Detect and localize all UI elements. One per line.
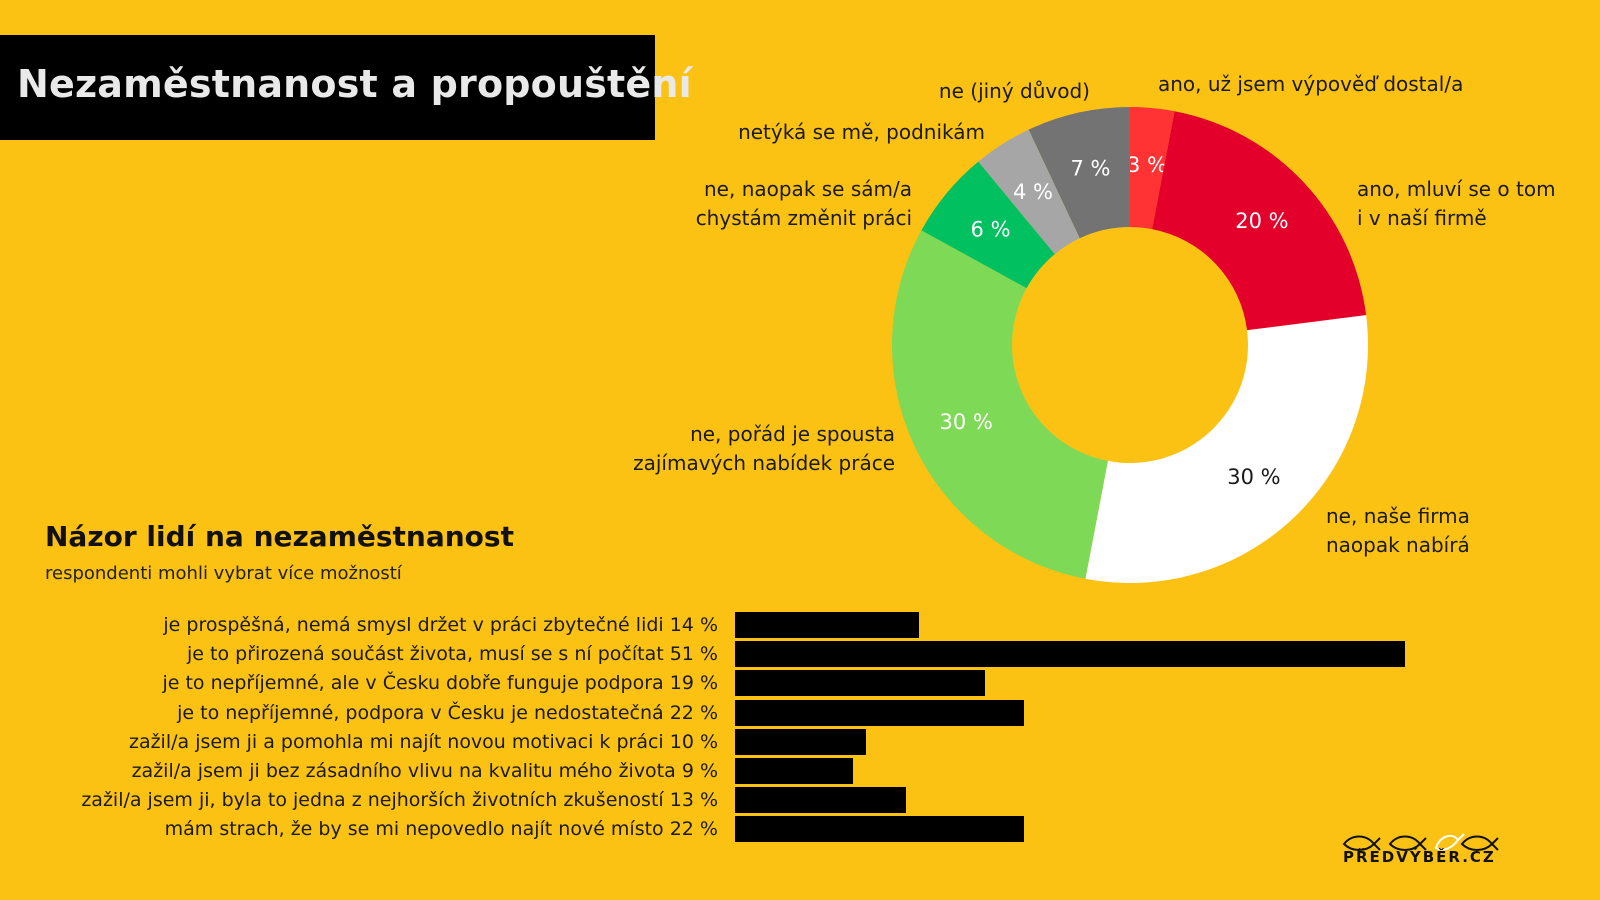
donut-value-label: 30 % bbox=[1227, 465, 1280, 489]
bar-row: je to nepříjemné, ale v Česku dobře fung… bbox=[0, 670, 1600, 697]
donut-value-label: 4 % bbox=[1013, 180, 1053, 204]
donut-value-label: 3 % bbox=[1127, 153, 1167, 177]
donut-category-label-line: zajímavých nabídek práce bbox=[633, 451, 895, 475]
bar-category-label: je prospěšná, nemá smysl držet v práci z… bbox=[163, 614, 718, 636]
bar-row: zažil/a jsem ji, byla to jedna z nejhorš… bbox=[0, 787, 1600, 814]
donut-category-label-line: ne, pořád je spousta bbox=[690, 422, 895, 446]
donut-category-label-line: ano, už jsem výpověď dostal/a bbox=[1158, 72, 1464, 96]
bar-row: je to přirozená součást života, musí se … bbox=[0, 641, 1600, 668]
donut-slice bbox=[1152, 111, 1367, 331]
bar-row: je prospěšná, nemá smysl držet v práci z… bbox=[0, 612, 1600, 638]
donut-category-label-line: ne, naopak se sám/a bbox=[704, 177, 912, 201]
bar bbox=[735, 670, 985, 697]
donut-category-label-line: netýká se mě, podnikám bbox=[738, 120, 985, 144]
title-banner bbox=[0, 35, 655, 140]
donut-value-label: 20 % bbox=[1235, 209, 1288, 233]
bar bbox=[735, 816, 1025, 843]
bar-category-label: mám strach, že by se mi nepovedlo najít … bbox=[164, 818, 718, 841]
bar-row: zažil/a jsem ji a pomohla mi najít novou… bbox=[0, 728, 1600, 755]
bar-category-label: zažil/a jsem ji bez zásadního vlivu na k… bbox=[131, 760, 718, 782]
donut-slice bbox=[1085, 315, 1368, 584]
donut-category-label: ne, naopak se sám/a chystám změnit práci bbox=[696, 175, 912, 233]
bar-row: zažil/a jsem ji bez zásadního vlivu na k… bbox=[0, 758, 1600, 784]
donut-category-label: netýká se mě, podnikám bbox=[738, 118, 985, 147]
donut-category-label: ano, mluví se o tom i v naší firmě bbox=[1357, 175, 1556, 233]
donut-slice bbox=[892, 230, 1108, 579]
bar-row: je to nepříjemné, podpora v Česku je ned… bbox=[0, 699, 1600, 726]
bar bbox=[735, 728, 867, 755]
donut-category-label: ne, pořád je spousta zajímavých nabídek p… bbox=[633, 420, 895, 478]
donut-category-label-line: ne, naše firma bbox=[1326, 504, 1470, 528]
donut-slice bbox=[921, 161, 1055, 289]
bar-row: mám strach, že by se mi nepovedlo najít … bbox=[0, 816, 1600, 843]
donut-category-label-line: naopak nabírá bbox=[1326, 533, 1470, 557]
donut-slice bbox=[978, 129, 1080, 255]
donut-category-label-line: chystám změnit práci bbox=[695, 206, 912, 230]
donut-slice bbox=[1130, 107, 1175, 230]
donut-slice bbox=[1028, 107, 1130, 239]
fish-logo-icon bbox=[1342, 833, 1499, 851]
bar-chart-title: Názor lidí na nezaměstnanost bbox=[45, 520, 514, 553]
donut-category-label-line: i v naší firmě bbox=[1357, 206, 1487, 230]
donut-value-label: 30 % bbox=[940, 410, 993, 434]
bar bbox=[735, 758, 854, 784]
bar bbox=[735, 787, 906, 814]
donut-value-label: 7 % bbox=[1071, 156, 1111, 180]
donut-category-label-line: ano, mluví se o tom bbox=[1357, 177, 1556, 201]
donut-category-label: ano, už jsem výpověď dostal/a bbox=[1158, 70, 1463, 99]
bar-category-label: je to nepříjemné, podpora v Česku je ned… bbox=[177, 701, 718, 724]
bar bbox=[735, 699, 1025, 726]
donut-category-label-line: ne (jiný důvod) bbox=[938, 79, 1090, 103]
bar-chart-subtitle: respondenti mohli vybrat více možností bbox=[45, 563, 402, 584]
bar-category-label: zažil/a jsem ji, byla to jedna z nejhorš… bbox=[81, 789, 718, 812]
logo-text: PŘEDVÝBĚR.CZ bbox=[1343, 848, 1496, 866]
bar-category-label: zažil/a jsem ji a pomohla mi najít novou… bbox=[128, 730, 718, 753]
donut-category-label: ne, naše firma naopak nabírá bbox=[1326, 502, 1470, 560]
donut-value-label: 6 % bbox=[971, 218, 1011, 242]
bar-category-label: je to nepříjemné, ale v Česku dobře fung… bbox=[162, 672, 718, 695]
donut-category-label: ne (jiný důvod) bbox=[939, 77, 1090, 106]
bar bbox=[735, 641, 1405, 668]
bar-category-label: je to přirozená součást života, musí se … bbox=[187, 643, 718, 666]
page-title: Nezaměstnanost a propouštění bbox=[17, 62, 692, 106]
bar bbox=[735, 612, 919, 638]
